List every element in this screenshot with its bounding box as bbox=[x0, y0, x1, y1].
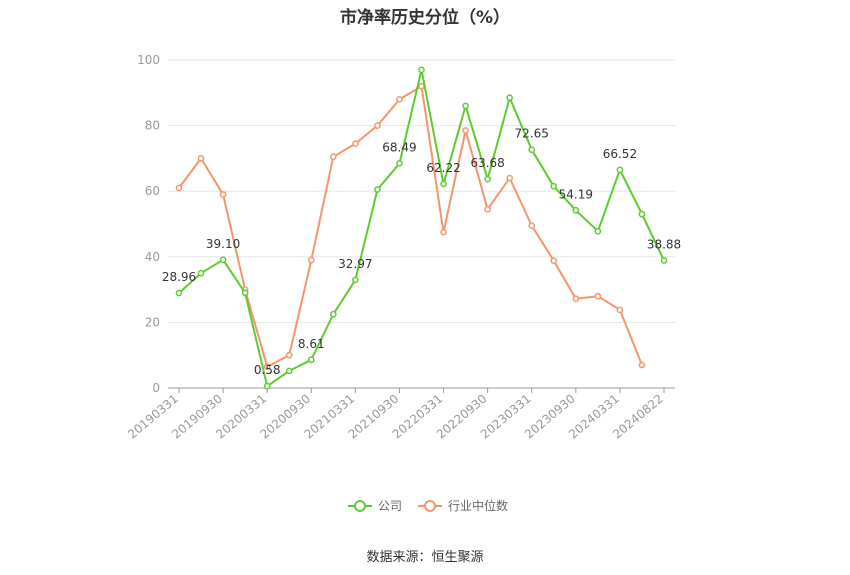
company-data-point bbox=[329, 310, 337, 318]
company-data-point bbox=[219, 256, 227, 264]
company-data-point bbox=[660, 257, 668, 264]
industry-data-point bbox=[594, 292, 602, 300]
industry-data-point bbox=[506, 174, 514, 182]
legend-label: 行业中位数 bbox=[448, 498, 508, 513]
company-data-point bbox=[285, 367, 293, 375]
industry-data-point bbox=[528, 222, 536, 229]
series-lines bbox=[175, 66, 668, 390]
data-labels: 28.96 39.10 0.58 8.61 32.97 68.49 62.22 63.68 72… bbox=[162, 127, 681, 377]
company-data-point bbox=[418, 66, 425, 74]
data-label: 54.19 bbox=[559, 187, 593, 201]
y-tick-label: 80 bbox=[145, 119, 160, 133]
industry-data-point bbox=[374, 122, 381, 129]
data-label: 28.96 bbox=[162, 270, 196, 284]
company-data-point bbox=[528, 146, 536, 154]
company-data-point bbox=[572, 206, 580, 214]
data-label: 39.10 bbox=[206, 237, 240, 251]
company-data-point bbox=[307, 356, 315, 364]
industry-data-point bbox=[285, 351, 293, 359]
legend-marker-icon bbox=[354, 500, 366, 512]
data-label: 63.68 bbox=[470, 156, 504, 170]
legend-item-industry[interactable]: 行业中位数 bbox=[418, 498, 508, 513]
y-tick-label: 40 bbox=[145, 250, 160, 264]
y-tick-label: 60 bbox=[145, 184, 160, 198]
company-data-point bbox=[197, 269, 205, 277]
company-data-point bbox=[462, 102, 469, 110]
company-data-point bbox=[550, 182, 558, 190]
industry-data-point bbox=[396, 96, 403, 103]
legend-marker-icon bbox=[424, 500, 436, 512]
industry-data-point bbox=[329, 153, 337, 161]
legend-label: 公司 bbox=[378, 499, 402, 513]
industry-data-point bbox=[572, 295, 580, 303]
data-label: 68.49 bbox=[382, 140, 416, 154]
industry-data-point bbox=[352, 140, 359, 147]
company-data-point bbox=[263, 382, 271, 390]
y-tick-label: 20 bbox=[145, 315, 160, 329]
industry-data-point bbox=[550, 257, 558, 265]
data-label: 8.61 bbox=[298, 337, 325, 351]
data-label: 62.22 bbox=[426, 161, 460, 175]
grid-lines bbox=[168, 59, 675, 323]
data-source-note: 数据来源：恒生聚源 bbox=[366, 550, 484, 565]
industry-data-point bbox=[638, 361, 646, 369]
data-label: 72.65 bbox=[515, 127, 549, 141]
company-data-point bbox=[241, 289, 249, 297]
chart-title: 市净率历史分位（%） bbox=[339, 8, 511, 28]
data-label: 32.97 bbox=[338, 257, 372, 271]
company-data-point bbox=[352, 276, 359, 284]
company-data-point bbox=[440, 180, 447, 188]
company-data-point bbox=[396, 160, 403, 167]
data-label: 66.52 bbox=[603, 147, 637, 161]
company-series-line bbox=[178, 68, 665, 388]
industry-data-point bbox=[616, 306, 624, 314]
company-data-point bbox=[175, 289, 183, 297]
legend[interactable]: 公司 行业中位数 bbox=[348, 498, 508, 513]
industry-data-point bbox=[440, 228, 447, 236]
industry-data-point bbox=[462, 127, 469, 134]
industry-data-point bbox=[175, 184, 183, 192]
y-tick-label: 0 bbox=[152, 381, 160, 395]
industry-data-point bbox=[197, 155, 205, 162]
company-data-point bbox=[638, 210, 646, 218]
industry-data-point bbox=[219, 191, 227, 198]
company-data-point bbox=[484, 175, 491, 183]
data-label: 0.58 bbox=[254, 363, 281, 377]
industry-data-point bbox=[307, 256, 315, 264]
data-label: 38.88 bbox=[647, 237, 681, 251]
company-data-point bbox=[374, 186, 381, 193]
industry-data-point bbox=[263, 363, 271, 371]
y-tick-label: 100 bbox=[137, 53, 160, 67]
industry-series-line bbox=[178, 85, 643, 368]
company-data-point bbox=[506, 94, 514, 102]
company-data-point bbox=[616, 166, 624, 174]
company-data-point bbox=[594, 227, 602, 235]
legend-item-company[interactable]: 公司 bbox=[348, 499, 402, 513]
industry-data-point bbox=[484, 205, 491, 213]
